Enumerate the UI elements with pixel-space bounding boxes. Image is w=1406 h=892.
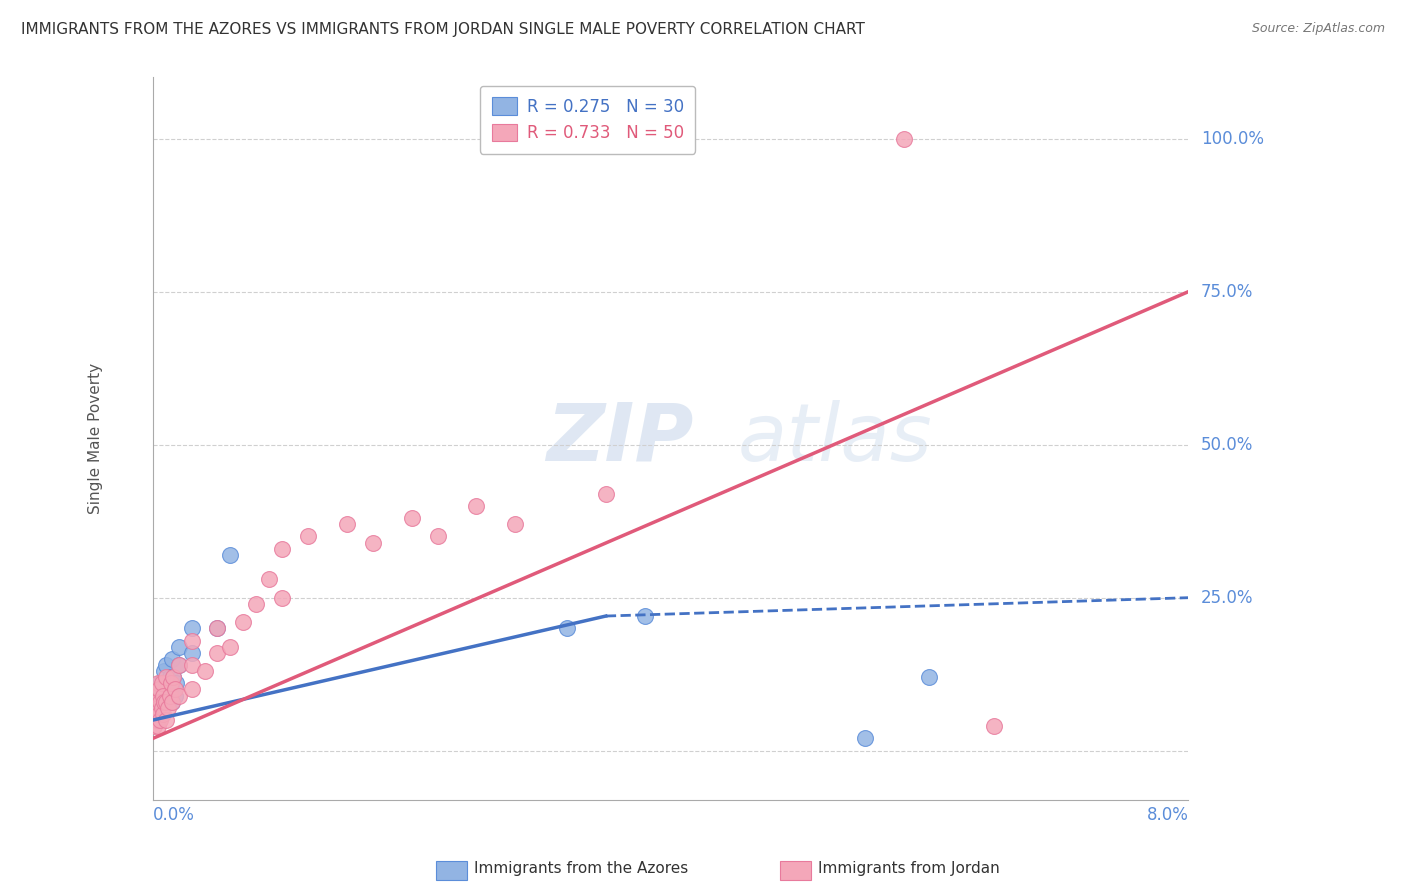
Point [155, 658, 177, 673]
Point [160, 682, 183, 697]
Point [155, 713, 177, 727]
Point [146, 695, 169, 709]
Point [145, 713, 167, 727]
Point [155, 676, 177, 690]
Point [143, 701, 166, 715]
Point [180, 658, 202, 673]
Point [143, 689, 166, 703]
Point [219, 640, 242, 654]
Text: Single Male Poverty: Single Male Poverty [89, 363, 103, 514]
Point [155, 695, 177, 709]
Point [257, 572, 280, 586]
Point [157, 689, 180, 703]
Point [634, 609, 657, 624]
Point [150, 701, 173, 715]
Point [143, 706, 166, 721]
Point [159, 689, 181, 703]
Point [162, 670, 184, 684]
Point [207, 621, 229, 635]
Point [159, 670, 181, 684]
Point [167, 658, 190, 673]
Point [180, 633, 202, 648]
Text: 50.0%: 50.0% [1201, 435, 1253, 454]
Point [148, 706, 170, 721]
Point [180, 646, 202, 660]
Point [148, 706, 170, 721]
Point [219, 548, 242, 562]
Point [426, 529, 449, 543]
Point [148, 682, 170, 697]
Point [207, 646, 229, 660]
Point [155, 670, 177, 684]
Text: 25.0%: 25.0% [1201, 589, 1253, 607]
Point [146, 701, 169, 715]
Point [180, 682, 202, 697]
Point [465, 499, 488, 513]
Point [152, 706, 174, 721]
Point [163, 689, 186, 703]
Point [152, 682, 174, 697]
Point [180, 621, 202, 635]
Point [401, 511, 423, 525]
Legend: R = 0.275   N = 30, R = 0.733   N = 50: R = 0.275 N = 30, R = 0.733 N = 50 [479, 86, 696, 153]
Text: 8.0%: 8.0% [1146, 805, 1188, 824]
Point [271, 541, 294, 556]
Point [152, 689, 174, 703]
Point [207, 621, 229, 635]
Point [167, 689, 190, 703]
Point [336, 517, 359, 532]
Point [157, 701, 180, 715]
Point [983, 719, 1005, 733]
Point [595, 486, 617, 500]
Point [160, 695, 183, 709]
Point [146, 719, 169, 733]
Point [160, 676, 183, 690]
Text: Immigrants from the Azores: Immigrants from the Azores [474, 862, 688, 876]
Point [149, 676, 172, 690]
Point [143, 719, 166, 733]
Point [167, 640, 190, 654]
Point [160, 652, 183, 666]
Point [361, 535, 384, 549]
Point [245, 597, 267, 611]
Point [555, 621, 578, 635]
Point [146, 676, 169, 690]
Point [153, 664, 176, 678]
Text: Immigrants from Jordan: Immigrants from Jordan [818, 862, 1000, 876]
Point [271, 591, 294, 605]
Point [149, 713, 172, 727]
Text: 100.0%: 100.0% [1201, 129, 1264, 148]
Text: 75.0%: 75.0% [1201, 283, 1253, 301]
Point [160, 695, 183, 709]
Point [297, 529, 319, 543]
Point [893, 131, 915, 145]
Point [918, 670, 941, 684]
Point [503, 517, 526, 532]
Point [155, 695, 177, 709]
Text: 0.0%: 0.0% [153, 805, 194, 824]
Point [193, 664, 215, 678]
Point [153, 695, 176, 709]
Point [853, 731, 876, 746]
Point [145, 713, 167, 727]
Point [232, 615, 254, 629]
Point [162, 670, 184, 684]
Text: atlas: atlas [738, 400, 932, 477]
Point [150, 676, 173, 690]
Text: Source: ZipAtlas.com: Source: ZipAtlas.com [1251, 22, 1385, 36]
Point [149, 689, 172, 703]
Text: IMMIGRANTS FROM THE AZORES VS IMMIGRANTS FROM JORDAN SINGLE MALE POVERTY CORRELA: IMMIGRANTS FROM THE AZORES VS IMMIGRANTS… [21, 22, 865, 37]
Point [165, 676, 187, 690]
Point [167, 658, 190, 673]
Point [145, 695, 167, 709]
Point [149, 695, 172, 709]
Point [150, 701, 173, 715]
Point [163, 682, 186, 697]
Text: ZIP: ZIP [547, 400, 693, 477]
